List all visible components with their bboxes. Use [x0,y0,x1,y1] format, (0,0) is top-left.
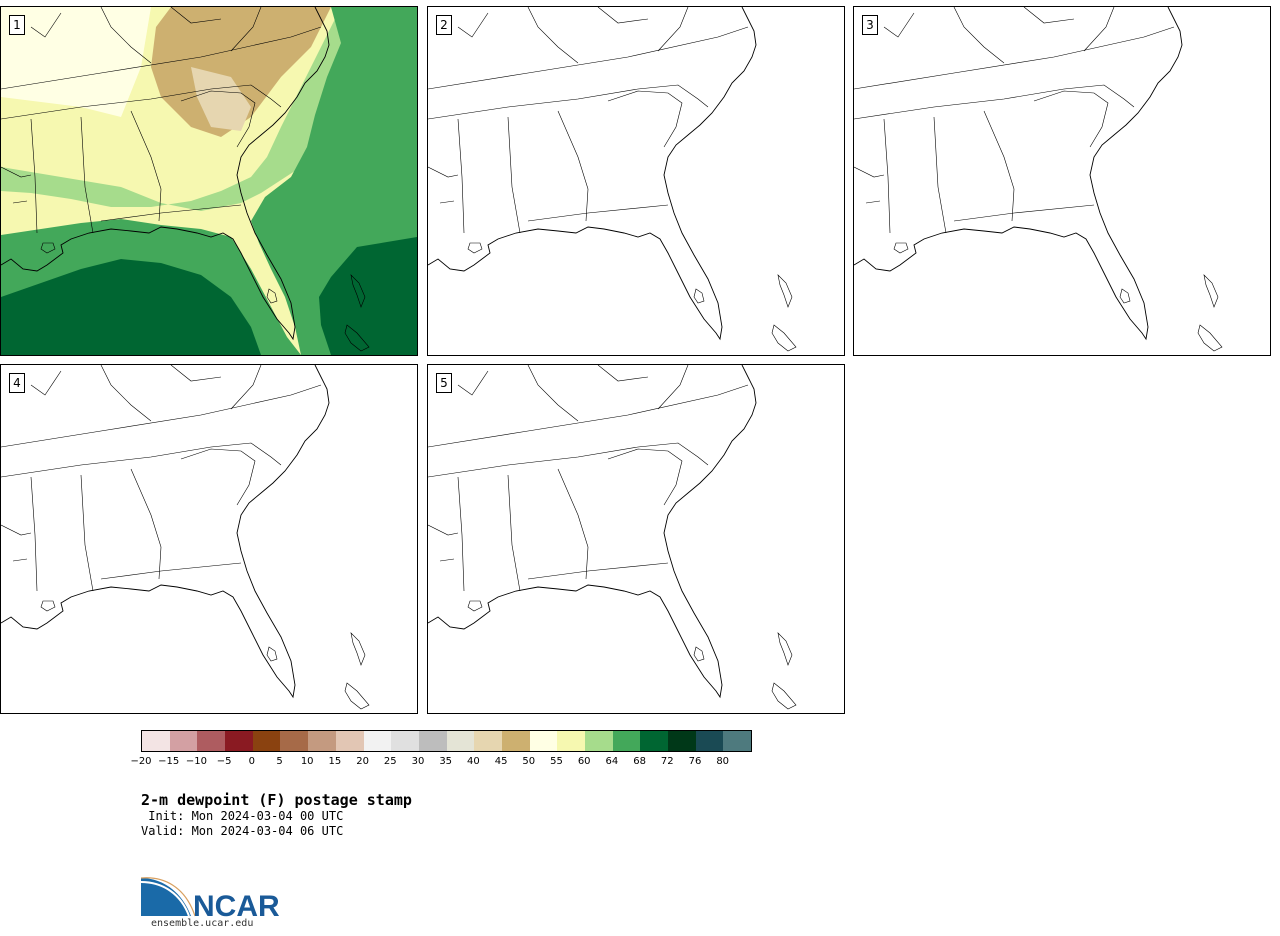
panel-number-4: 4 [9,373,25,393]
valid-time: Valid: Mon 2024-03-04 06 UTC [141,824,344,838]
logo-url: ensemble.ucar.edu [151,918,254,929]
dewpoint-map-5 [428,365,797,710]
dewpoint-map-4 [1,365,370,710]
color-scale-tick-label: 64 [605,756,619,767]
color-swatch [391,731,419,751]
panel-number-3: 3 [862,15,878,35]
color-swatch [723,731,752,751]
color-scale-tick-label: 30 [411,756,425,767]
color-swatch [197,731,226,751]
color-scale-tick-label: 68 [633,756,646,767]
color-scale-tick-label: 45 [494,756,508,767]
color-scale-tick-label: 15 [328,756,342,767]
stamp-panel-5: 5 [427,364,845,714]
init-time: Init: Mon 2024-03-04 00 UTC [141,809,344,823]
color-scale-bar [141,730,753,752]
color-scale-tick-label: 40 [467,756,480,767]
color-swatch [529,731,558,751]
color-scale-tick-label: 76 [688,756,702,767]
color-swatch [612,731,641,751]
ncar-logo-text: NCAR [193,890,280,920]
color-swatch [695,731,724,751]
color-swatch [557,731,585,751]
color-swatch [225,731,253,751]
dewpoint-map-1 [1,7,417,355]
ncar-logo: NCAR [141,877,280,920]
color-swatch [418,731,447,751]
color-swatch [640,731,669,751]
color-scale-tick-label: 60 [577,756,591,767]
stamp-panel-4: 4 [0,364,418,714]
color-scale-tick-label: 5 [276,756,283,767]
color-scale-tick-label: −15 [158,756,180,767]
color-scale-tick-label: −10 [185,756,207,767]
panel-number-1: 1 [9,15,25,35]
color-scale-tick-label: 0 [248,756,255,767]
color-scale-tick-label: 55 [550,756,563,767]
dewpoint-map-2 [428,7,797,352]
color-scale-tick-label: −5 [216,756,232,767]
color-scale-tick-label: 10 [300,756,314,767]
color-scale-tick-label: −20 [130,756,152,767]
color-scale-tick-label: 25 [383,756,397,767]
color-scale-tick-label: 20 [356,756,369,767]
stamp-panel-1: 1 [0,6,418,356]
color-swatch [585,731,613,751]
color-scale-tick-label: 50 [522,756,536,767]
stamp-panel-2: 2 [427,6,845,356]
stamp-panel-3: 3 [853,6,1271,356]
color-scale-tick-label: 80 [716,756,730,767]
color-scale-tick-label: 35 [439,756,453,767]
color-swatch [446,731,475,751]
chart-title: 2-m dewpoint (F) postage stamp [141,791,412,809]
color-swatch [474,731,502,751]
color-scale-tick-label: 72 [660,756,674,767]
color-swatch [501,731,530,751]
color-swatch [252,731,281,751]
panel-number-5: 5 [436,373,452,393]
dewpoint-map-3 [854,7,1223,352]
color-swatch [169,731,198,751]
color-swatch [668,731,696,751]
color-swatch [280,731,309,751]
color-swatch [335,731,364,751]
color-swatch [363,731,392,751]
color-scale-ticks: −20 −15 −10 −5 0 5 10 15 20 25 30 35 40 45 50 55 60 64 68 7… [130,756,781,770]
color-swatch [142,731,170,751]
panel-number-2: 2 [436,15,452,35]
color-swatch [308,731,336,751]
